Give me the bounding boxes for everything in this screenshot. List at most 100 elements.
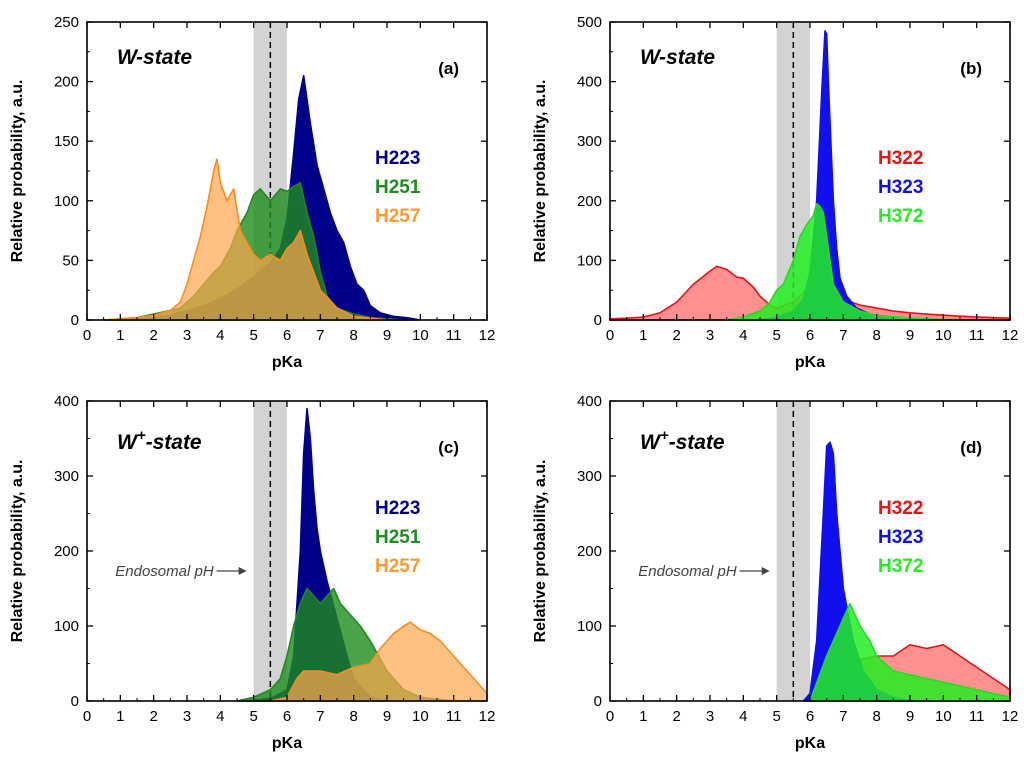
y-tick-label: 400 xyxy=(577,74,602,91)
legend-h322: H322 xyxy=(878,498,923,519)
state-suffix: -state xyxy=(669,431,725,454)
legend-h257: H257 xyxy=(375,556,420,577)
panel-tag: (d) xyxy=(960,438,982,457)
state-base: W xyxy=(117,46,139,69)
x-tick-label: 4 xyxy=(216,708,224,725)
x-tick-label: 9 xyxy=(906,708,914,725)
x-tick-label: 5 xyxy=(249,708,257,725)
x-tick-label: 6 xyxy=(806,708,814,725)
panel-b: 0 1 2 3 4 5 6 7 8 9 10 11 120100200300400500pKaRelat… xyxy=(532,14,1018,371)
x-axis-title: pKa xyxy=(272,735,302,752)
x-tick-label: 0 xyxy=(83,327,91,344)
legend-h322: H322 xyxy=(878,148,923,169)
x-tick-label: 1 xyxy=(639,327,647,344)
x-tick-label: 8 xyxy=(349,327,357,344)
y-tick-label: 100 xyxy=(577,252,602,269)
x-tick-label: 9 xyxy=(906,327,914,344)
y-tick-label: 100 xyxy=(54,193,79,210)
endosomal-ph-label: Endosomal pH xyxy=(115,563,214,580)
x-tick-label: 9 xyxy=(383,708,391,725)
x-tick-label: 11 xyxy=(969,327,985,344)
y-tick-label: 300 xyxy=(577,468,602,485)
x-tick-label: 5 xyxy=(772,708,780,725)
x-tick-label: 10 xyxy=(935,327,952,344)
x-tick-label: 9 xyxy=(383,327,391,344)
x-tick-label: 3 xyxy=(183,708,191,725)
x-tick-label: 8 xyxy=(872,327,880,344)
x-tick-label: 7 xyxy=(839,708,847,725)
series-area-h257 xyxy=(102,158,388,321)
state-superscript: + xyxy=(137,427,146,444)
endosomal-ph-label: Endosomal pH xyxy=(638,563,737,580)
endosomal-ph-arrowhead xyxy=(238,567,247,575)
legend-h323: H323 xyxy=(878,527,923,548)
state-label: W+-state xyxy=(640,427,725,454)
y-tick-label: 300 xyxy=(54,468,79,485)
series-area-h372 xyxy=(725,202,978,321)
x-tick-label: 2 xyxy=(149,708,157,725)
state-suffix: -state xyxy=(146,431,202,454)
y-tick-label: 50 xyxy=(62,252,79,269)
x-tick-label: 3 xyxy=(183,327,191,344)
legend-h223: H223 xyxy=(375,148,420,169)
state-suffix: -state xyxy=(136,46,192,69)
y-tick-label: 300 xyxy=(577,133,602,150)
y-tick-label: 200 xyxy=(54,543,79,560)
x-tick-label: 7 xyxy=(839,327,847,344)
panel-tag: (a) xyxy=(438,59,459,78)
x-tick-label: 10 xyxy=(412,708,429,725)
state-base: W xyxy=(117,431,139,454)
y-tick-label: 500 xyxy=(577,14,602,31)
legend-h323: H323 xyxy=(878,177,923,198)
x-tick-label: 2 xyxy=(149,327,157,344)
x-tick-label: 11 xyxy=(969,708,985,725)
y-tick-label: 400 xyxy=(577,393,602,410)
x-tick-label: 4 xyxy=(739,708,747,725)
state-suffix: -state xyxy=(659,46,715,69)
x-tick-label: 5 xyxy=(249,327,257,344)
y-tick-label: 150 xyxy=(54,133,79,150)
x-tick-label: 3 xyxy=(706,327,714,344)
x-tick-label: 11 xyxy=(446,708,462,725)
x-tick-label: 11 xyxy=(446,327,462,344)
y-axis-title: Relative probability, a.u. xyxy=(532,80,549,263)
legend-h223: H223 xyxy=(375,498,420,519)
x-tick-label: 0 xyxy=(606,708,614,725)
x-axis-title: pKa xyxy=(795,735,825,752)
series-area-h372 xyxy=(809,602,1011,702)
y-tick-label: 0 xyxy=(594,693,602,710)
y-axis-title: Relative probability, a.u. xyxy=(9,80,26,263)
legend-h372: H372 xyxy=(878,206,923,227)
legend-h251: H251 xyxy=(375,527,421,548)
state-superscript: + xyxy=(660,427,669,444)
legend-h372: H372 xyxy=(878,556,923,577)
y-tick-label: 0 xyxy=(594,312,602,329)
state-label: W-state xyxy=(640,46,715,69)
x-tick-label: 2 xyxy=(672,327,680,344)
x-tick-label: 12 xyxy=(1002,327,1019,344)
y-tick-label: 100 xyxy=(577,618,602,635)
state-base: W xyxy=(640,46,662,69)
y-tick-label: 400 xyxy=(54,393,79,410)
y-tick-label: 100 xyxy=(54,618,79,635)
y-axis-title: Relative probability, a.u. xyxy=(532,460,549,643)
legend-h251: H251 xyxy=(375,177,421,198)
x-tick-label: 8 xyxy=(872,708,880,725)
x-tick-label: 3 xyxy=(706,708,714,725)
x-tick-label: 12 xyxy=(479,708,496,725)
x-tick-label: 4 xyxy=(739,327,747,344)
x-tick-label: 0 xyxy=(83,708,91,725)
x-tick-label: 12 xyxy=(479,327,496,344)
y-axis-title: Relative probability, a.u. xyxy=(9,460,26,643)
y-tick-label: 200 xyxy=(54,74,79,91)
x-tick-label: 1 xyxy=(116,327,124,344)
panel-c: 0 1 2 3 4 5 6 7 8 9 10 11 120100200300400pKaRelative… xyxy=(9,393,495,752)
x-tick-label: 7 xyxy=(316,327,324,344)
y-tick-label: 200 xyxy=(577,543,602,560)
series-area-h257 xyxy=(269,621,488,702)
x-tick-label: 6 xyxy=(283,327,291,344)
x-tick-label: 6 xyxy=(283,708,291,725)
x-tick-label: 4 xyxy=(216,327,224,344)
state-base: W xyxy=(640,431,662,454)
